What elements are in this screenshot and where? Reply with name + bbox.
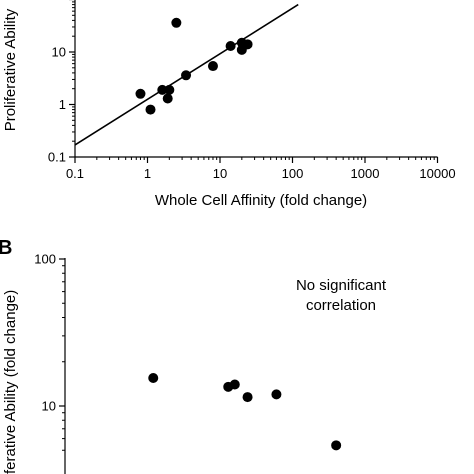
panel-b-data-point	[331, 440, 342, 451]
panel-b-data-point	[229, 379, 240, 390]
panel-b-scatter-chart: B 100 10 ferative Ability (fold change) N…	[0, 237, 387, 474]
panel-b-data-point	[242, 392, 253, 403]
panel-a-data-point	[145, 104, 156, 115]
panel-a-data-point	[162, 93, 173, 104]
panel-a-data-point	[225, 41, 236, 52]
panel-a-data-point	[135, 88, 146, 99]
panel-a-x-tick-label: 10	[213, 166, 227, 181]
panel-a-data-point	[171, 17, 182, 28]
panel-b-points	[148, 373, 342, 451]
panel-a-y-tick-label: 10	[52, 45, 66, 60]
panel-a-data-point	[157, 84, 168, 95]
panel-b-axes: 100 10	[34, 252, 66, 474]
panel-a-scatter-chart: 0.1 1 10 100 1000 10000 0.1 1 10 Proliferative A…	[2, 0, 456, 209]
panel-b-y-tick-label: 10	[42, 399, 56, 414]
panel-b-label: B	[0, 237, 12, 259]
panel-a-y-axis-label: Proliferative Ability	[2, 8, 19, 131]
panel-b-y-axis-label: ferative Ability (fold change)	[2, 290, 19, 474]
panel-b-data-point	[271, 389, 282, 400]
panel-b-data-point	[148, 373, 159, 384]
panel-a-y-tick-label: 1	[59, 97, 66, 112]
panel-a-data-point	[242, 39, 253, 50]
panel-a-points	[135, 17, 253, 115]
panel-b-y-tick-label: 100	[34, 252, 56, 267]
panel-a-x-tick-label: 0.1	[66, 166, 84, 181]
panel-a-x-tick-label: 1000	[351, 166, 380, 181]
panel-a-x-axis-label: Whole Cell Affinity (fold change)	[155, 192, 367, 209]
panel-b-annotation-line-2: correlation	[306, 297, 376, 314]
panel-a-y-tick-label: 0.1	[48, 150, 66, 165]
panel-a-data-point	[181, 70, 192, 81]
panel-a-axes: 0.1 1 10 100 1000 10000 0.1 1 10	[48, 0, 456, 181]
panel-a-x-tick-label: 10000	[419, 166, 455, 181]
panel-b-annotation-line-1: No significant	[296, 277, 387, 294]
panel-a-data-point	[207, 61, 218, 72]
panel-a-x-tick-label: 100	[282, 166, 304, 181]
panel-a-x-tick-label: 1	[144, 166, 151, 181]
panel-a-data-point	[164, 84, 175, 95]
